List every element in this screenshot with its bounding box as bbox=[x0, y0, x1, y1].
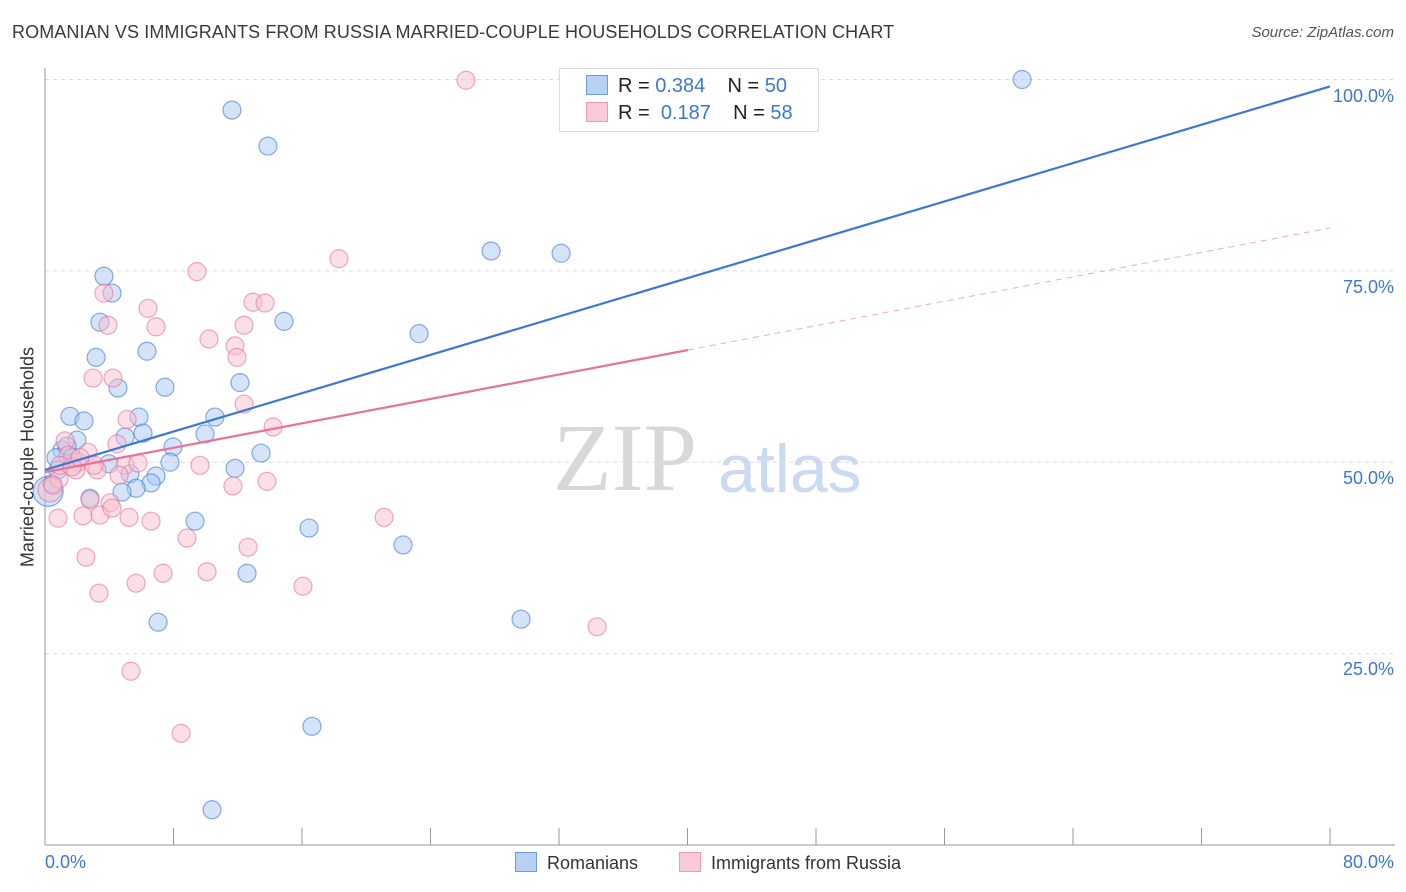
romanians-point bbox=[299, 518, 319, 538]
legend-row-romanians: R = 0.384 N = 50 bbox=[586, 75, 787, 98]
russia-point bbox=[223, 476, 243, 496]
romanians-point bbox=[222, 100, 242, 120]
russia-point bbox=[234, 315, 254, 335]
romanians-point bbox=[274, 311, 294, 331]
romanians-point bbox=[225, 458, 245, 478]
romanians-point bbox=[258, 136, 278, 156]
russia-point bbox=[587, 617, 607, 637]
russia-swatch bbox=[679, 852, 701, 872]
russia-point bbox=[177, 528, 197, 548]
romanians-point bbox=[511, 609, 531, 629]
y-tick-label: 100.0% bbox=[1332, 86, 1394, 106]
russia-point bbox=[76, 547, 96, 567]
watermark-atlas: atlas bbox=[718, 431, 862, 507]
russia-swatch bbox=[586, 102, 608, 122]
y-tick-label: 75.0% bbox=[1342, 277, 1394, 297]
romanians-point bbox=[94, 266, 114, 286]
stats-legend: R = 0.384 N = 50 R = 0.187 N = 58 bbox=[559, 68, 819, 132]
x-tick-label: 0.0% bbox=[45, 852, 87, 872]
romanians-point bbox=[195, 424, 215, 444]
r-value: 0.384 bbox=[655, 75, 706, 97]
russia-point bbox=[227, 347, 247, 367]
russia-point bbox=[103, 368, 123, 388]
romanians-point bbox=[551, 243, 571, 263]
romanians-point bbox=[237, 563, 257, 583]
romanians-point bbox=[302, 716, 322, 736]
russia-point bbox=[374, 507, 394, 527]
russia-point bbox=[98, 315, 118, 335]
russia-point bbox=[43, 475, 63, 495]
russia-point bbox=[187, 262, 207, 282]
romanians-point bbox=[202, 800, 222, 820]
romanians-point bbox=[86, 347, 106, 367]
russia-point bbox=[83, 368, 103, 388]
romanians-point bbox=[155, 377, 175, 397]
russia-point bbox=[126, 573, 146, 593]
russia-point bbox=[146, 317, 166, 337]
romanians-point bbox=[393, 535, 413, 555]
russia-point bbox=[117, 409, 137, 429]
russia-point bbox=[257, 471, 277, 491]
russia-point bbox=[107, 434, 127, 454]
romanians-point bbox=[230, 373, 250, 393]
russia-point bbox=[141, 511, 161, 531]
russia-trend-extension bbox=[688, 227, 1331, 351]
legend-label: Immigrants from Russia bbox=[711, 853, 902, 873]
n-label: N = bbox=[733, 102, 771, 124]
romanians-point bbox=[160, 452, 180, 472]
russia-point bbox=[121, 661, 141, 681]
russia-point bbox=[199, 329, 219, 349]
r-value: 0.187 bbox=[660, 102, 711, 124]
legend-row-russia: R = 0.187 N = 58 bbox=[586, 102, 793, 125]
r-label: R = bbox=[618, 75, 656, 97]
romanians-swatch bbox=[586, 75, 608, 95]
russia-point bbox=[89, 583, 109, 603]
legend-item-russia: Immigrants from Russia bbox=[679, 852, 901, 874]
y-tick-label: 50.0% bbox=[1342, 468, 1394, 488]
russia-point bbox=[153, 563, 173, 583]
r-label: R = bbox=[618, 102, 656, 124]
x-tick-label: 80.0% bbox=[1342, 852, 1394, 872]
russia-point bbox=[48, 508, 68, 528]
russia-point bbox=[109, 465, 129, 485]
russia-point bbox=[255, 293, 275, 313]
russia-trend-line bbox=[44, 348, 689, 474]
chart-source: Source: ZipAtlas.com bbox=[1251, 24, 1394, 41]
legend-label: Romanians bbox=[547, 853, 639, 873]
romanians-point bbox=[133, 423, 153, 443]
romanians-point bbox=[481, 241, 501, 261]
russia-point bbox=[238, 537, 258, 557]
russia-point bbox=[171, 723, 191, 743]
romanians-swatch bbox=[515, 852, 537, 872]
romanians-point bbox=[74, 411, 94, 431]
russia-point bbox=[102, 498, 122, 518]
russia-point bbox=[329, 249, 349, 269]
romanians-point bbox=[251, 443, 271, 463]
romanians-point bbox=[185, 511, 205, 531]
russia-point bbox=[94, 283, 114, 303]
n-value: 50 bbox=[764, 75, 788, 97]
russia-point bbox=[190, 455, 210, 475]
y-axis-label: Married-couple Households bbox=[17, 346, 38, 568]
russia-point bbox=[293, 576, 313, 596]
y-tick-label: 25.0% bbox=[1342, 659, 1394, 679]
russia-point bbox=[138, 298, 158, 318]
watermark-zip: ZIP bbox=[553, 404, 697, 511]
russia-point bbox=[197, 562, 217, 582]
n-label: N = bbox=[727, 75, 765, 97]
n-value: 58 bbox=[770, 102, 793, 124]
legend-item-romanians: Romanians bbox=[515, 852, 638, 874]
russia-point bbox=[119, 507, 139, 527]
romanians-point bbox=[148, 612, 168, 632]
romanians-trend-line bbox=[44, 85, 1331, 471]
russia-point bbox=[73, 506, 93, 526]
russia-point bbox=[456, 70, 476, 90]
romanians-point bbox=[137, 341, 157, 361]
romanians-point bbox=[409, 324, 429, 344]
romanians-point bbox=[1012, 69, 1032, 90]
russia-point bbox=[80, 490, 100, 510]
chart-title: ROMANIAN VS IMMIGRANTS FROM RUSSIA MARRI… bbox=[12, 22, 895, 42]
